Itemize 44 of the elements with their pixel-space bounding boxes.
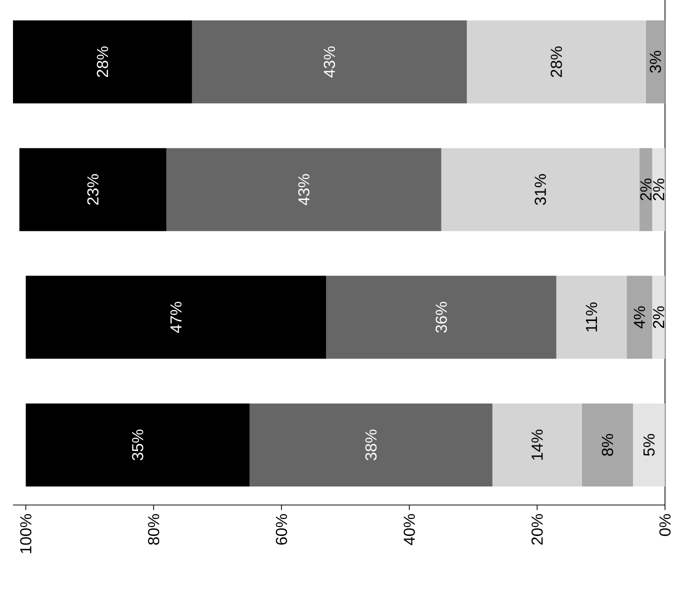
data-label: 3% — [650, 50, 662, 73]
x-tick-label: 40% — [404, 514, 415, 546]
bar — [492, 403, 582, 486]
data-label: 36% — [436, 302, 447, 333]
x-tick-label: 20% — [532, 514, 543, 545]
bar — [466, 20, 646, 104]
data-label: 5% — [643, 434, 655, 456]
bar — [556, 276, 627, 359]
data-label: 23% — [87, 174, 99, 205]
bar — [646, 20, 665, 104]
data-label: 47% — [170, 302, 182, 333]
data-label: 14% — [532, 430, 543, 460]
x-tick-label: 0% — [659, 514, 671, 536]
bar — [26, 403, 250, 486]
data-label: 8% — [602, 434, 614, 456]
bar — [441, 148, 640, 232]
bar — [192, 20, 467, 104]
data-label: 38% — [365, 430, 377, 460]
bar — [633, 403, 665, 486]
bar — [26, 276, 326, 359]
bar — [652, 148, 665, 232]
data-label: 28% — [96, 46, 108, 78]
data-label: 28% — [550, 46, 562, 78]
bar — [12, 20, 192, 104]
data-label: 35% — [132, 430, 144, 460]
data-label: 2% — [653, 178, 664, 200]
bar — [166, 148, 442, 232]
bar — [626, 276, 652, 359]
bar — [326, 276, 556, 359]
x-tick-label: 80% — [148, 514, 160, 545]
bar — [19, 148, 166, 232]
data-label: 31% — [534, 174, 546, 205]
data-label: 11% — [586, 302, 598, 332]
x-tick-label: 60% — [276, 514, 288, 545]
x-tick-label: 100% — [20, 514, 32, 554]
data-label: 4% — [634, 306, 646, 328]
data-label: 43% — [324, 46, 336, 78]
bar — [250, 403, 492, 486]
bar — [639, 148, 652, 232]
bar — [582, 403, 634, 486]
data-label: 43% — [298, 174, 310, 206]
bar — [652, 276, 665, 359]
data-label: 2% — [640, 178, 652, 200]
data-label: 2% — [653, 306, 664, 328]
